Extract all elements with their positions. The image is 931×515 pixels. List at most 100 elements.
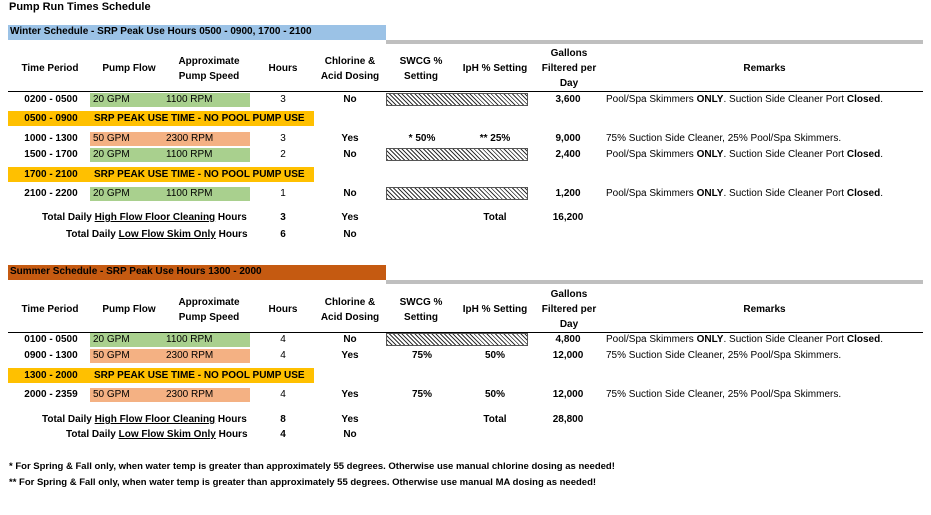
summer-header-row: Time Period Pump Flow Approximate Pump S… [0,285,931,331]
swcg-cell: 75% [411,350,432,361]
dosing-cell: No [343,149,357,160]
hours-cell: 3 [280,133,286,144]
summer-total-gallons: 28,800 [552,414,584,425]
pump-flow-cell: 20 GPM [90,148,160,162]
dosing-cell: No [343,94,357,105]
header-remarks: Remarks [743,304,786,315]
dosing-cell: Yes [341,389,359,400]
winter-total-high-dosing: Yes [341,212,359,223]
pump-speed-cell: 1100 RPM [160,333,250,347]
schedule-row: 2000 - 2359 50 GPM 2300 RPM 4 Yes 75% 50% 12,00… [8,388,923,402]
pump-speed-cell: 1100 RPM [160,148,250,162]
remarks-cell: 75% Suction Side Cleaner, 25% Pool/Spa S… [606,133,842,144]
peak-time: 1700 - 2100 [24,169,78,180]
winter-total-low-hours: 6 [280,229,286,240]
time-period-cell: 0100 - 0500 [24,334,78,345]
summer-total-high-label: Total Daily High Flow Floor Cleaning Hou… [42,414,247,425]
header-iph: IpH % Setting [462,304,528,315]
schedule-row: 1500 - 1700 20 GPM 1100 RPM 2 No 2,400 Pool/Sp… [8,148,923,162]
hours-cell: 4 [280,350,286,361]
summer-divider [386,280,923,284]
summer-total-low-label: Total Daily Low Flow Skim Only Hours [66,429,248,440]
winter-total-high-label: Total Daily High Flow Floor Cleaning Hou… [42,212,247,223]
winter-total-label: Total [483,212,507,223]
dosing-cell: Yes [341,350,359,361]
header-underline [8,332,923,333]
summer-total-low-dosing: No [343,429,357,440]
pump-speed-cell: 1100 RPM [160,187,250,201]
dosing-cell: Yes [341,133,359,144]
schedule-row: 0900 - 1300 50 GPM 2300 RPM 4 Yes 75% 50% 12,00… [8,349,923,363]
remarks-cell: Pool/Spa Skimmers ONLY. Suction Side Cle… [606,188,883,199]
schedule-row: 2100 - 2200 20 GPM 1100 RPM 1 No 1,200 Pool/Sp… [8,187,923,201]
peak-use-row: 1700 - 2100 SRP PEAK USE TIME - NO POOL P… [8,167,314,182]
peak-time: 0500 - 0900 [24,113,78,124]
hours-cell: 1 [280,188,286,199]
pump-speed-cell: 2300 RPM [160,349,250,363]
time-period-cell: 0900 - 1300 [24,350,78,361]
header-hours: Hours [268,63,298,74]
swcg-cell: 75% [411,389,432,400]
header-gallons: Gallons Filtered per Day [541,48,597,89]
pump-flow-cell: 50 GPM [90,388,160,402]
time-period-cell: 2100 - 2200 [24,188,78,199]
header-remarks: Remarks [743,63,786,74]
header-pump-flow: Pump Flow [102,63,156,74]
hours-cell: 2 [280,149,286,160]
summer-total-label: Total [483,414,507,425]
remarks-cell: Pool/Spa Skimmers ONLY. Suction Side Cle… [606,94,883,105]
page-title: Pump Run Times Schedule [9,1,151,13]
time-period-cell: 1500 - 1700 [24,149,78,160]
not-applicable-hatch [386,93,528,106]
pump-flow-cell: 50 GPM [90,132,160,146]
remarks-cell: Pool/Spa Skimmers ONLY. Suction Side Cle… [606,334,883,345]
gallons-cell: 4,800 [555,334,581,345]
winter-schedule-banner: Winter Schedule - SRP Peak Use Hours 050… [8,25,386,40]
iph-cell: 50% [484,389,505,400]
dosing-cell: No [343,334,357,345]
pump-flow-cell: 20 GPM [90,187,160,201]
iph-cell: ** 25% [479,133,511,144]
header-time-period: Time Period [21,63,79,74]
not-applicable-hatch [386,333,528,346]
header-pump-flow: Pump Flow [102,304,156,315]
winter-divider [386,40,923,44]
remarks-cell: 75% Suction Side Cleaner, 25% Pool/Spa S… [606,350,842,361]
header-time-period: Time Period [21,304,79,315]
footnote-chlorine: * For Spring & Fall only, when water tem… [9,461,615,472]
summer-schedule-banner: Summer Schedule - SRP Peak Use Hours 130… [8,265,386,280]
gallons-cell: 1,200 [555,188,581,199]
gallons-cell: 12,000 [552,389,584,400]
hours-cell: 3 [280,94,286,105]
pump-speed-cell: 2300 RPM [160,132,250,146]
header-chlorine-acid: Chlorine & Acid Dosing [320,297,380,323]
gallons-cell: 9,000 [555,133,581,144]
not-applicable-hatch [386,187,528,200]
header-pump-speed: Approximate Pump Speed [178,297,240,323]
pump-speed-cell: 1100 RPM [160,93,250,107]
iph-cell: 50% [484,350,505,361]
header-pump-speed: Approximate Pump Speed [178,56,240,82]
header-underline [8,91,923,92]
not-applicable-hatch [386,148,528,161]
swcg-cell: * 50% [408,133,436,144]
summer-total-low-hours: 4 [280,429,286,440]
header-hours: Hours [268,304,298,315]
remarks-cell: 75% Suction Side Cleaner, 25% Pool/Spa S… [606,389,842,400]
schedule-row: 0100 - 0500 20 GPM 1100 RPM 4 No 4,800 Pool/Sp… [8,333,923,347]
header-swcg: SWCG % Setting [399,56,443,82]
peak-use-text: SRP PEAK USE TIME - NO POOL PUMP USE [94,169,305,180]
footnote-ma: ** For Spring & Fall only, when water te… [9,477,597,488]
gallons-cell: 12,000 [552,350,584,361]
summer-total-high-dosing: Yes [341,414,359,425]
time-period-cell: 1000 - 1300 [24,133,78,144]
pump-flow-cell: 50 GPM [90,349,160,363]
dosing-cell: No [343,188,357,199]
remarks-cell: Pool/Spa Skimmers ONLY. Suction Side Cle… [606,149,883,160]
hours-cell: 4 [280,334,286,345]
winter-header-row: Time Period Pump Flow Approximate Pump S… [0,44,931,90]
winter-total-high-hours: 3 [280,212,286,223]
peak-use-row: 0500 - 0900 SRP PEAK USE TIME - NO POOL P… [8,111,314,126]
pump-speed-cell: 2300 RPM [160,388,250,402]
winter-total-gallons: 16,200 [552,212,584,223]
